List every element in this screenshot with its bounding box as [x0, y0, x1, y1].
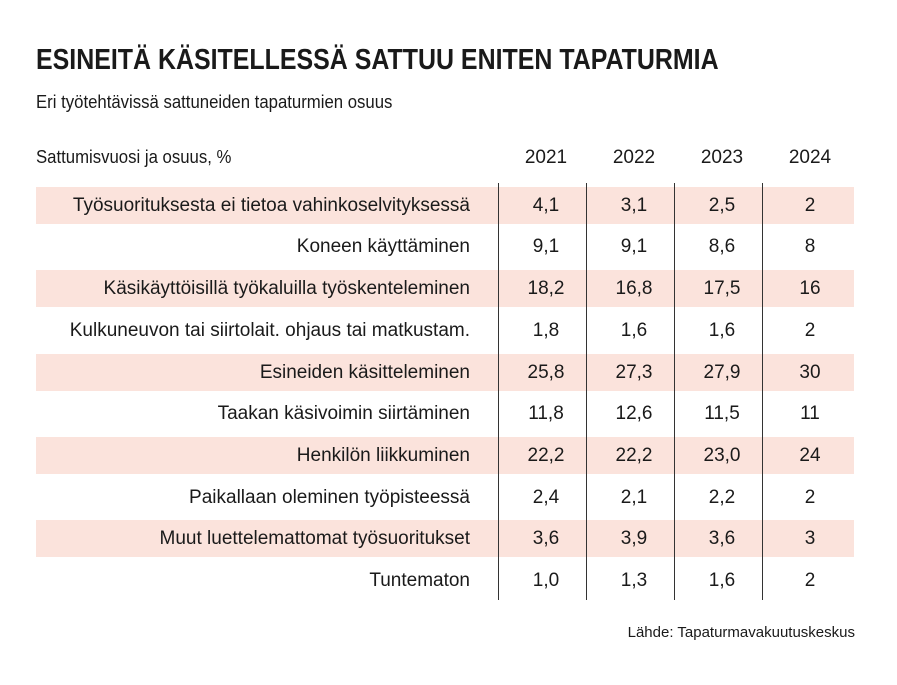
value-cell-2021: 3,6: [532, 528, 560, 549]
chart-subtitle: Eri työtehtävissä sattuneiden tapaturmie…: [36, 92, 393, 112]
value-cell-2021: 11,8: [528, 403, 564, 424]
value-cell-2021: 1,0: [532, 570, 560, 591]
value-cell-2022: 3,9: [620, 528, 648, 549]
column-divider: [586, 183, 587, 600]
value-cell-2024: 2: [804, 320, 816, 341]
row-label: Kulkuneuvon tai siirtolait. ohjaus tai m…: [69, 320, 470, 341]
value-cell-2022: 3,1: [620, 195, 648, 216]
row-label: Taakan käsivoimin siirtäminen: [217, 403, 470, 424]
chart-title: ESINEITÄ KÄSITELLESSÄ SATTUU ENITEN TAPA…: [36, 44, 719, 76]
value-cell-2023: 23,0: [703, 445, 741, 466]
value-cell-2021: 22,2: [527, 445, 565, 466]
value-cell-2024: 3: [804, 528, 816, 549]
value-cell-2023: 2,5: [708, 195, 736, 216]
value-cell-2022: 12,6: [615, 403, 653, 424]
row-label: Henkilön liikkuminen: [296, 445, 470, 466]
value-cell-2023: 17,5: [703, 278, 741, 299]
value-cell-2022: 22,2: [615, 445, 653, 466]
table-row: Esineiden käsitteleminen 25,8 27,3 27,9 30: [36, 354, 854, 391]
value-cell-2023: 1,6: [708, 320, 736, 341]
value-cell-2024: 30: [799, 362, 821, 383]
table-header-label: Sattumisvuosi ja osuus, %: [36, 147, 232, 167]
value-cell-2022: 2,1: [620, 487, 648, 508]
value-cell-2022: 16,8: [615, 278, 653, 299]
value-cell-2024: 2: [804, 487, 816, 508]
value-cell-2024: 11: [800, 403, 820, 424]
value-cell-2024: 8: [804, 236, 816, 257]
column-header-2023: 2023: [700, 147, 744, 168]
value-cell-2022: 9,1: [620, 236, 648, 257]
value-cell-2024: 24: [799, 445, 821, 466]
row-label: Tuntematon: [369, 570, 470, 591]
value-cell-2021: 25,8: [527, 362, 565, 383]
column-header-2022: 2022: [612, 147, 656, 168]
table-row: Henkilön liikkuminen 22,2 22,2 23,0 24: [36, 437, 854, 474]
source-note: Lähde: Tapaturmavakuutuskeskus: [627, 624, 855, 641]
value-cell-2023: 3,6: [708, 528, 736, 549]
row-label: Käsikäyttöisillä työkaluilla työskentele…: [103, 278, 470, 299]
column-divider: [498, 183, 499, 600]
row-label: Työsuorituksesta ei tietoa vahinkoselvit…: [72, 195, 470, 216]
row-label: Esineiden käsitteleminen: [259, 362, 470, 383]
row-label: Muut luettelemattomat työsuoritukset: [159, 528, 470, 549]
table-row: Paikallaan oleminen työpisteessä 2,4 2,1 2,…: [36, 479, 854, 516]
column-divider: [674, 183, 675, 600]
table-row: Koneen käyttäminen 9,1 9,1 8,6 8: [36, 228, 854, 265]
value-cell-2023: 11,5: [704, 403, 740, 424]
value-cell-2023: 8,6: [708, 236, 736, 257]
value-cell-2021: 18,2: [527, 278, 565, 299]
value-cell-2021: 2,4: [532, 487, 560, 508]
table-row: Taakan käsivoimin siirtäminen 11,8 12,6 11,…: [36, 395, 854, 432]
value-cell-2022: 27,3: [615, 362, 653, 383]
value-cell-2021: 9,1: [532, 236, 560, 257]
value-cell-2024: 2: [804, 570, 816, 591]
table-row: Kulkuneuvon tai siirtolait. ohjaus tai m…: [36, 312, 854, 349]
value-cell-2021: 4,1: [532, 195, 560, 216]
table-row: Käsikäyttöisillä työkaluilla työskentele…: [36, 270, 854, 307]
value-cell-2022: 1,3: [620, 570, 648, 591]
value-cell-2024: 2: [804, 195, 816, 216]
table-row: Työsuorituksesta ei tietoa vahinkoselvit…: [36, 187, 854, 224]
row-label: Paikallaan oleminen työpisteessä: [189, 487, 470, 508]
column-divider: [762, 183, 763, 600]
row-label: Koneen käyttäminen: [296, 236, 470, 257]
value-cell-2023: 1,6: [708, 570, 736, 591]
table-row: Tuntematon 1,0 1,3 1,6 2: [36, 562, 854, 599]
column-header-2024: 2024: [788, 147, 832, 168]
column-header-2021: 2021: [524, 147, 568, 168]
table-row: Muut luettelemattomat työsuoritukset 3,6 3…: [36, 520, 854, 557]
value-cell-2023: 2,2: [708, 487, 736, 508]
value-cell-2024: 16: [799, 278, 821, 299]
value-cell-2022: 1,6: [620, 320, 648, 341]
value-cell-2023: 27,9: [703, 362, 741, 383]
value-cell-2021: 1,8: [532, 320, 560, 341]
